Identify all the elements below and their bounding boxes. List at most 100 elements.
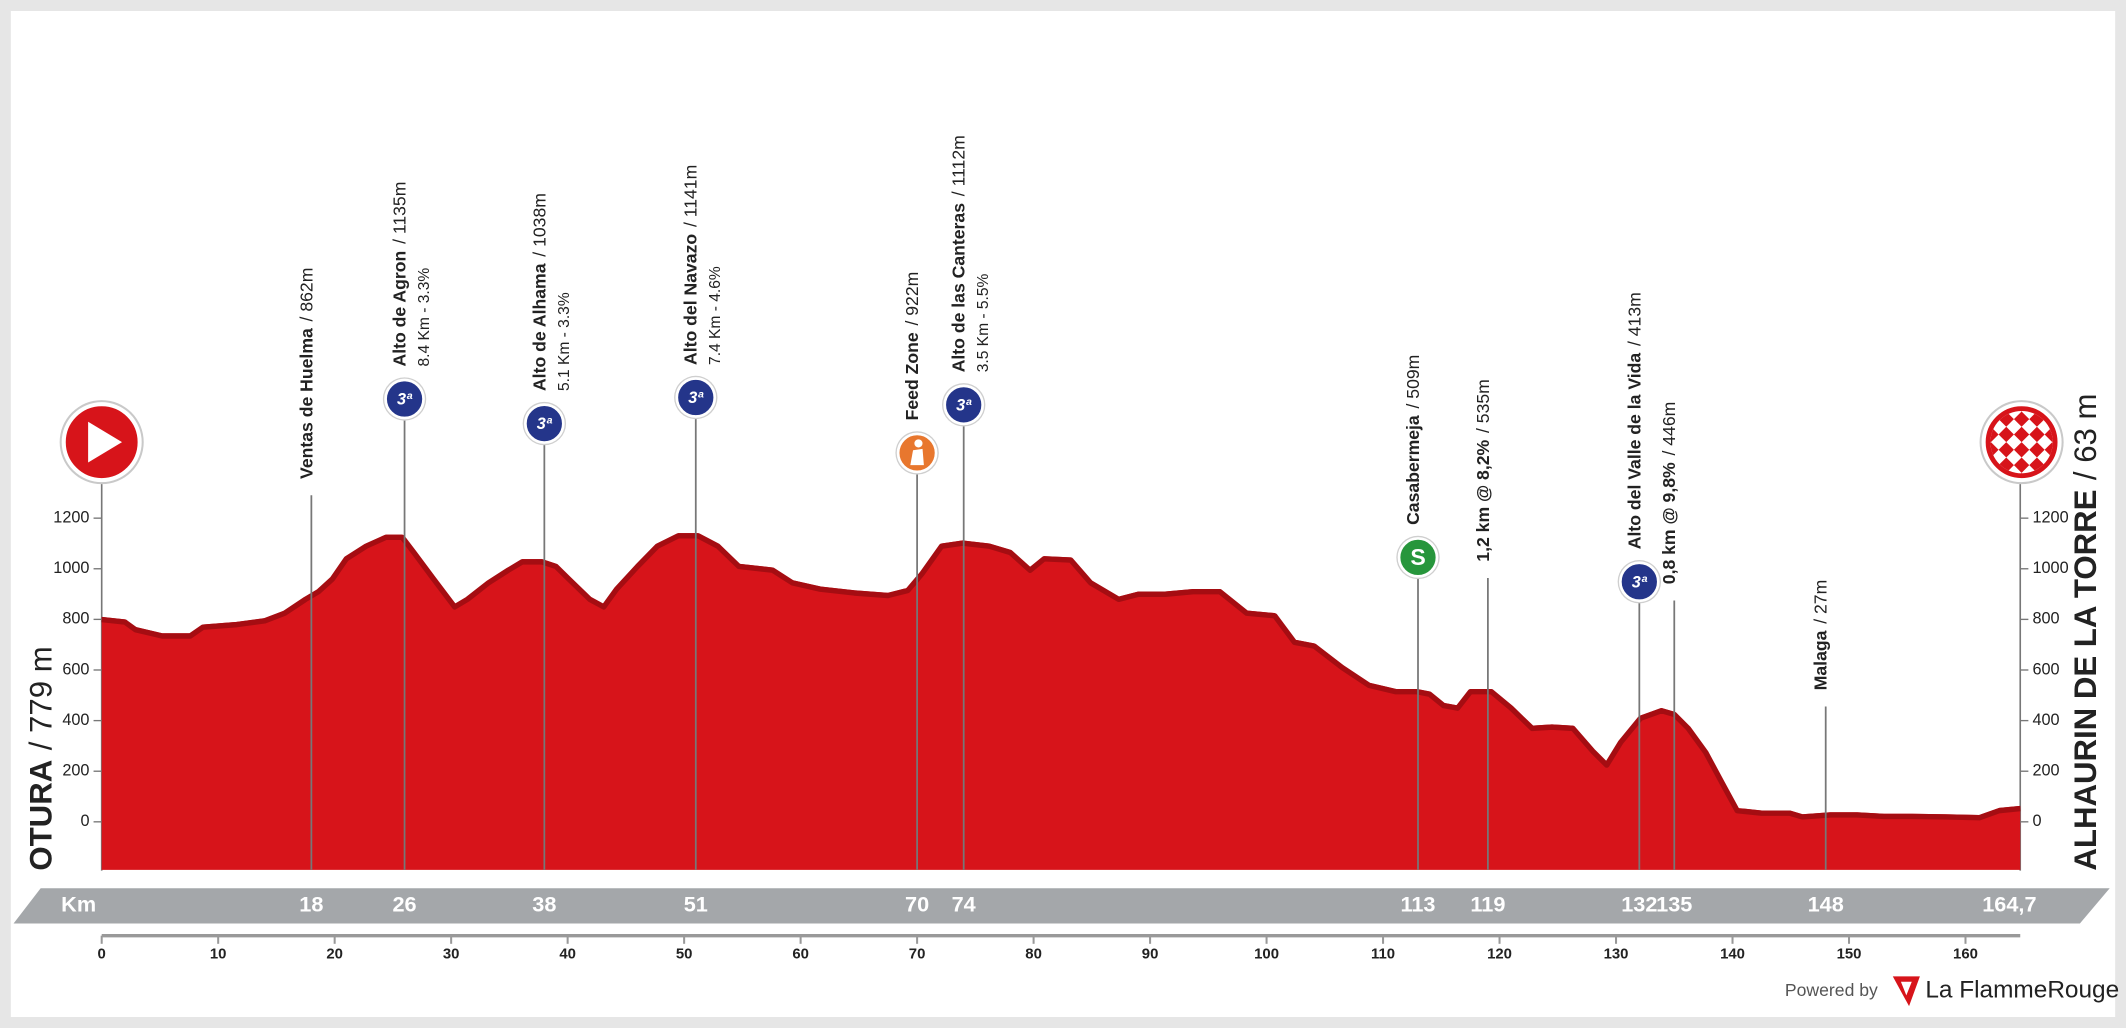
y-tick-label-right: 200 [2032, 762, 2059, 780]
x-tick-label: 60 [792, 947, 809, 963]
poi-icon-body [1397, 537, 1439, 578]
poi-elevation: / 922m [902, 272, 922, 326]
poi-icon-body [943, 384, 985, 426]
x-tick-label: 40 [559, 947, 576, 963]
y-tick-label: 600 [62, 660, 89, 678]
poi-icon: 3ª [674, 375, 718, 420]
y-tick-label: 1200 [53, 508, 89, 526]
checker-square [2029, 426, 2045, 443]
poi-km-label: 26 [392, 892, 416, 917]
poi-name: Alto de Alhama [529, 263, 549, 391]
poi-km-label: 38 [532, 892, 556, 917]
y-tick-label: 800 [62, 610, 89, 628]
poi-elevation: / 1135m [389, 182, 409, 244]
poi-elevation: / 509m [1403, 355, 1423, 409]
start-label: OTURA / 779 m [24, 646, 59, 870]
finish-icon [1979, 400, 2064, 485]
poi-icon-badge: 3ª [537, 415, 553, 433]
x-tick-label: 120 [1487, 947, 1512, 963]
poi-name: 1,2 km @ 8,2% [1472, 439, 1492, 561]
poi-name: Alto del Navazo [680, 234, 700, 365]
poi-name: 0,8 km @ 9,8% [1659, 462, 1679, 584]
poi-name: Alto del Valle de la Vida [1624, 353, 1644, 550]
km-title: Km [61, 892, 96, 917]
poi-icon: 3ª [522, 401, 567, 446]
x-tick-label: 110 [1371, 947, 1395, 963]
poi-label: Malaga / 27m [1810, 580, 1830, 691]
poi-km-label: 74 [952, 892, 976, 917]
x-tick-label: 130 [1604, 947, 1629, 963]
poi-icon: 3ª [382, 377, 427, 421]
poi-icon-badge: 3ª [956, 396, 972, 414]
start-elevation: / 779 m [24, 646, 59, 750]
poi-icon: 3ª [1617, 560, 1662, 604]
poi-elevation: / 862m [296, 268, 316, 322]
feed-icon-head [914, 439, 923, 448]
y-tick-label: 400 [62, 711, 89, 729]
y-tick-label-right: 800 [2032, 610, 2059, 628]
poi-detail: 8.4 Km - 3.3% [416, 268, 433, 367]
poi-name: Feed Zone [902, 332, 922, 420]
poi-label: Alto de Alhama / 1038m [529, 193, 549, 391]
finish-label: ALHAURIN DE LA TORRE / 63 m [2068, 393, 2103, 870]
x-tick-label: 0 [98, 947, 106, 963]
start-icon [59, 400, 144, 485]
km-bar [13, 888, 2110, 924]
poi-name: Ventas de Huelma [296, 328, 316, 479]
elevation-area [101, 533, 2021, 870]
poi-km-label: 18 [299, 892, 323, 917]
poi-name: Casabermeja [1403, 415, 1423, 525]
x-tick-label: 20 [326, 947, 343, 963]
poi-icon-badge: 3ª [688, 389, 704, 407]
poi-km-label: 132 [1621, 892, 1657, 917]
poi-detail: 5.1 Km - 3.3% [556, 292, 573, 391]
poi-label: Feed Zone / 922m [902, 272, 922, 421]
checker-square [1998, 442, 2014, 458]
elevation-ridge [101, 533, 2021, 821]
x-tick-label: 80 [1025, 947, 1042, 963]
poi-label: 0,8 km @ 9,8% / 446m [1659, 402, 1679, 585]
x-tick-label: 50 [676, 947, 693, 963]
brand-name: La FlammeRouge [1925, 977, 2119, 1004]
x-tick-label: 150 [1837, 947, 1862, 963]
poi-icon [895, 431, 939, 475]
poi-elevation: / 1112m [948, 135, 968, 196]
poi-km-label: 119 [1470, 892, 1505, 917]
x-tick-label: 90 [1142, 947, 1159, 963]
poi-icon-body [524, 403, 565, 444]
start-name: OTURA [24, 760, 59, 871]
checker-square [2029, 442, 2045, 458]
y-tick-label: 1000 [53, 559, 89, 577]
poi-icon: S [1396, 535, 1440, 580]
poi-label: Alto del Navazo / 1141m [680, 165, 700, 365]
poi-elevation: / 446m [1659, 402, 1679, 456]
poi-icon-badge: S [1410, 544, 1425, 570]
poi-km-label: 51 [684, 892, 708, 917]
x-tick-label: 70 [909, 947, 926, 963]
poi-icon: 3ª [942, 383, 986, 427]
poi-detail: 3.5 Km - 5.5% [975, 273, 992, 372]
y-tick-label: 200 [62, 762, 89, 780]
finish-name: ALHAURIN DE LA TORRE [2068, 490, 2103, 871]
poi-km-label: 148 [1808, 892, 1844, 917]
start-icon-arrow [88, 421, 123, 463]
poi-icon-badge: 3ª [397, 391, 413, 409]
poi-elevation: / 1038m [529, 193, 549, 257]
poi-icon-body [1618, 561, 1660, 603]
poi-name: Malaga [1810, 630, 1830, 690]
poi-label: 1,2 km @ 8,2% / 535m [1472, 379, 1492, 562]
y-tick-label-right: 1000 [2032, 559, 2068, 577]
finish-km-label: 164,7 [1982, 892, 2036, 917]
y-tick-label-right: 400 [2032, 711, 2059, 729]
checker-square [1998, 426, 2014, 443]
poi-elevation: / 27m [1810, 580, 1830, 624]
poi-elevation: / 1141m [680, 165, 700, 227]
x-tick-label: 10 [210, 947, 227, 963]
poi-elevation: / 535m [1472, 379, 1492, 433]
poi-label: Alto del Valle de la Vida / 413m [1624, 292, 1644, 549]
powered-by: Powered by [1785, 980, 1878, 1000]
x-tick-label: 160 [1953, 947, 1978, 963]
y-tick-label: 0 [80, 812, 89, 830]
